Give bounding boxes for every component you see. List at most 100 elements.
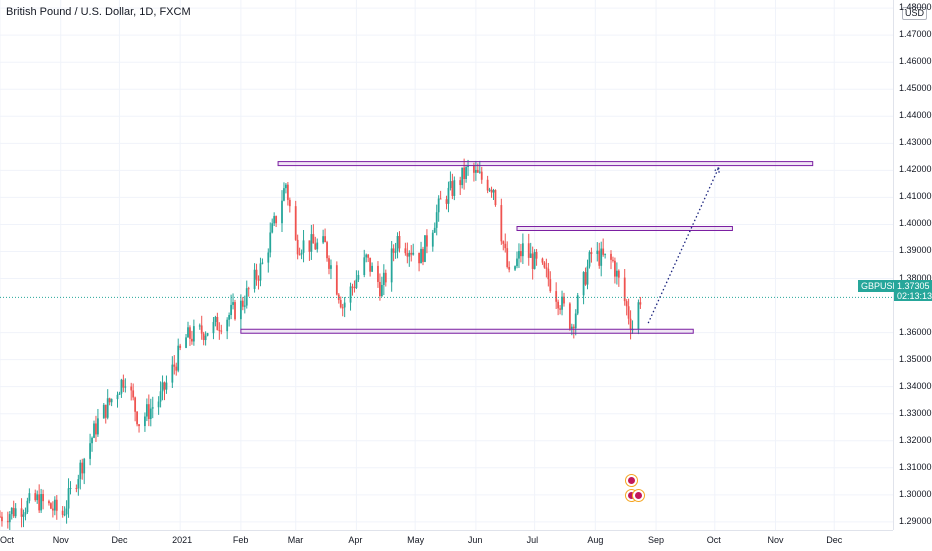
y-tick-label: 1.38000 [899,272,932,283]
candle-body [518,251,520,259]
candle-body [310,234,313,252]
horizontal-level [240,328,694,334]
candle-body [300,252,303,255]
horizontal-level [277,161,814,167]
candle-body [377,265,379,282]
candle-body [95,423,97,435]
candle-body [173,364,176,367]
candle-body [259,263,262,281]
candle-body [408,252,411,257]
candle-body [159,391,162,402]
candle-body [40,494,43,511]
candle-body [322,236,325,243]
candle-body [598,250,601,266]
candle-body [568,303,571,329]
candle-body [543,262,546,268]
candle-body [492,190,495,193]
candle-body [69,487,72,489]
y-tick-label: 1.33000 [899,407,932,418]
candle-body [145,404,148,417]
candle-body [476,169,479,173]
event-flag-icon[interactable] [632,489,645,502]
candle-body [582,272,585,296]
candle-body [285,184,287,189]
candle-body [14,508,17,517]
candle-body [506,248,509,268]
candle-body [439,198,442,200]
candle-body [341,307,344,309]
candle-body [371,265,373,272]
candle-body [122,379,125,388]
candle-body [200,325,203,334]
candle-body [185,337,187,348]
candle-body [48,501,50,504]
symbol-label: GBPUSD [858,280,903,292]
candle-body [177,345,180,371]
time-axis[interactable] [0,530,893,551]
candle-body [134,397,137,412]
candle-body [449,181,452,188]
x-tick-label: Sep [648,535,665,545]
candle-body [281,200,283,224]
candle-body [390,248,393,283]
candle-body [212,321,215,334]
candle-body [357,274,360,280]
candle-body [316,242,319,250]
candle-body [253,269,256,289]
x-tick-label: May [407,535,425,545]
candle-body [615,270,618,277]
candle-body [132,390,135,398]
candle-body [533,252,536,269]
candle-body [275,216,278,224]
candle-body [447,187,450,204]
candle-body [431,232,434,247]
candle-body [367,254,370,258]
candle-body [89,443,91,459]
candle-body [226,319,229,332]
candle-body [255,269,258,280]
currency-badge[interactable]: USD [902,7,928,20]
candle-body [570,326,573,329]
candle-body [239,300,242,320]
candle-body [584,272,587,285]
candle-body [404,248,407,254]
candle-body [478,171,481,173]
candle-body [467,165,469,168]
candle-body [363,257,366,275]
projection-arrow-head [712,167,720,173]
candle-body [10,507,13,515]
candle-body [75,487,78,489]
candle-body [574,313,577,329]
y-tick-label: 1.41000 [899,191,932,202]
candle-body [557,301,560,309]
candle-body [144,416,146,427]
x-tick-label: Aug [587,535,604,545]
candle-body [243,305,246,307]
candle-body [0,516,1,518]
candle-body [639,302,642,305]
candle-body [51,508,54,511]
candle-body [637,302,640,330]
candle-body [627,306,630,319]
candle-body [604,253,607,255]
candle-body [453,180,456,196]
candle-body [426,235,428,247]
candle-body [302,240,305,253]
candle-body [179,345,182,348]
candle-body [63,514,66,516]
candle-body [269,232,272,253]
candle-body [588,252,591,267]
candle-body [204,335,207,341]
candle-body [187,327,189,338]
candle-body [437,198,440,213]
candle-body [459,180,462,186]
candle-body [55,499,58,511]
event-flag-icon[interactable] [625,474,638,487]
candle-body [24,512,27,515]
price-axis[interactable] [893,0,932,530]
y-tick-label: 1.44000 [899,110,932,121]
last-price-value: 1.37305 [897,281,930,291]
candle-body [576,295,579,314]
